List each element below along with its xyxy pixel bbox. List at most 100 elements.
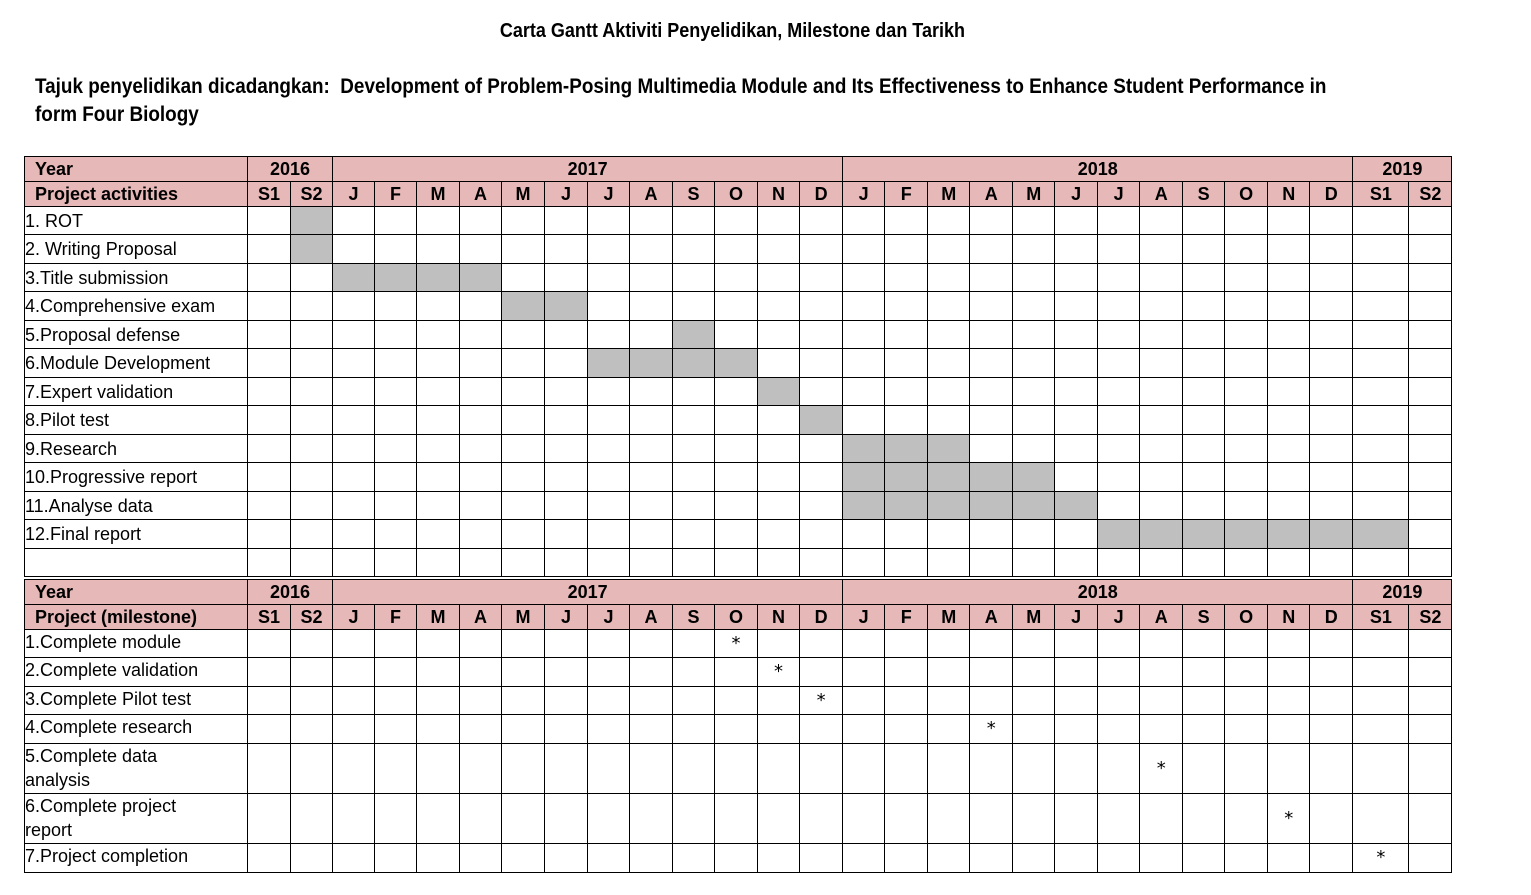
grid-cell [1054, 686, 1099, 715]
grid-cell [332, 291, 376, 321]
grid-cell [1224, 548, 1269, 577]
grid-cell [1309, 743, 1354, 794]
grid-cell [501, 686, 546, 715]
period-header: A [1139, 181, 1184, 207]
period-header: S [1182, 181, 1226, 207]
grid-cell [1012, 743, 1056, 794]
grid-cell [842, 548, 886, 577]
grid-cell [587, 206, 631, 235]
grid-cell [1012, 234, 1056, 264]
grid-cell [1139, 657, 1184, 687]
grid-cell [629, 377, 674, 406]
grid-cell [1139, 843, 1184, 873]
grid-cell [544, 629, 589, 658]
grid-cell [1012, 434, 1056, 463]
grid-cell [1309, 548, 1354, 577]
grid-cell [587, 234, 631, 264]
grid-cell [799, 291, 844, 321]
grid-cell [1097, 291, 1141, 321]
grid-cell [247, 291, 291, 321]
grid-cell [1309, 793, 1354, 844]
period-header: O [1224, 604, 1269, 630]
grid-cell [1309, 462, 1354, 492]
grid-cell [289, 843, 334, 873]
grid-cell [1267, 714, 1311, 744]
grid-cell [1408, 377, 1453, 406]
period-header: D [1309, 181, 1354, 207]
grid-cell [1139, 377, 1184, 406]
grid-cell [927, 519, 971, 549]
activity-label: 12.Final report [24, 519, 248, 549]
period-header: J [332, 181, 376, 207]
grid-cell [1352, 686, 1410, 715]
grid-cell [1408, 491, 1453, 520]
grid-cell [757, 629, 801, 658]
grid-cell [842, 234, 886, 264]
grid-cell [501, 657, 546, 687]
activity-row: 7.Expert validation [24, 377, 1453, 406]
period-header: S1 [1352, 181, 1410, 207]
grid-cell [1408, 629, 1453, 658]
grid-cell [714, 657, 759, 687]
grid-cell [1267, 657, 1311, 687]
grid-cell [1182, 377, 1226, 406]
grid-cell [799, 377, 844, 406]
grid-cell [1182, 793, 1226, 844]
gantt-bar-cell [1054, 491, 1099, 520]
grid-cell [416, 629, 461, 658]
gantt-bar-cell [629, 348, 674, 378]
period-header: F [884, 604, 929, 630]
grid-cell [544, 434, 589, 463]
grid-cell [1054, 405, 1099, 435]
grid-cell [1054, 348, 1099, 378]
grid-cell [1224, 843, 1269, 873]
period-header: M [927, 604, 971, 630]
period-header: A [969, 604, 1014, 630]
grid-cell [247, 234, 291, 264]
milestone-marker: * [1139, 743, 1184, 794]
grid-cell [757, 714, 801, 744]
grid-cell [544, 657, 589, 687]
grid-cell [1182, 548, 1226, 577]
grid-cell [1309, 234, 1354, 264]
activity-row: 8.Pilot test [24, 405, 1453, 435]
grid-cell [927, 206, 971, 235]
grid-cell [289, 686, 334, 715]
gantt-bar-cell [332, 263, 376, 292]
grid-cell [969, 743, 1014, 794]
gantt-bar-cell [1182, 519, 1226, 549]
grid-cell [714, 462, 759, 492]
grid-cell [672, 657, 716, 687]
grid-cell [289, 348, 334, 378]
grid-cell [289, 320, 334, 349]
grid-cell [842, 320, 886, 349]
grid-cell [416, 657, 461, 687]
period-header: J [1097, 604, 1141, 630]
grid-cell [416, 462, 461, 492]
grid-cell [332, 743, 376, 794]
gantt-bar-cell [544, 291, 589, 321]
grid-cell [459, 234, 503, 264]
period-header: S2 [289, 604, 334, 630]
year-2016: 2016 [246, 579, 334, 605]
grid-cell [247, 629, 291, 658]
grid-cell [416, 843, 461, 873]
grid-cell [714, 548, 759, 577]
grid-cell [1408, 793, 1453, 844]
grid-cell [1012, 714, 1056, 744]
grid-cell [799, 657, 844, 687]
gantt-bar-cell [1139, 519, 1184, 549]
grid-cell [1054, 291, 1099, 321]
grid-cell [842, 263, 886, 292]
activities-header-label: Project activities [24, 181, 248, 207]
grid-cell [1408, 548, 1453, 577]
grid-cell [544, 320, 589, 349]
grid-cell [1012, 320, 1056, 349]
grid-cell [374, 291, 418, 321]
grid-cell [842, 291, 886, 321]
period-header: D [799, 604, 844, 630]
grid-cell [757, 348, 801, 378]
grid-cell [842, 377, 886, 406]
milestone-label: 6.Complete project report [24, 793, 248, 844]
grid-cell [799, 519, 844, 549]
